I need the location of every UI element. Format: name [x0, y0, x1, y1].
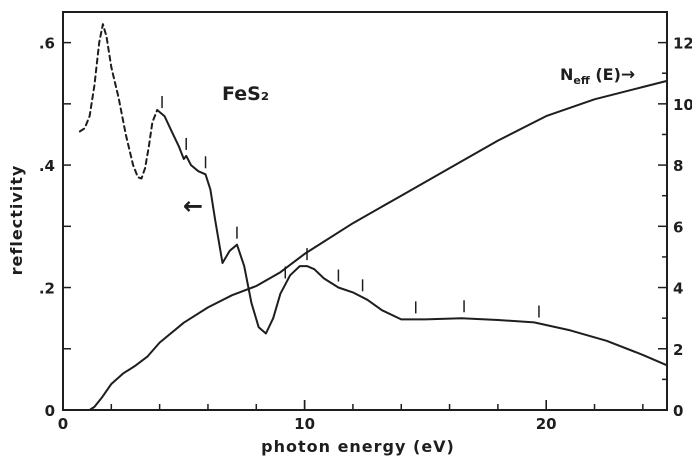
- y2-tick-label: 6: [673, 218, 683, 236]
- series-line-2: [156, 109, 668, 367]
- series-line-3: [88, 79, 668, 411]
- x-tick-label: 20: [536, 415, 557, 433]
- left-arrow: ←: [183, 192, 203, 220]
- y2-tick-label: 0: [673, 402, 683, 420]
- y-tick-label: .6: [39, 35, 55, 53]
- y2-tick-label: 12: [673, 35, 692, 53]
- feature-tick-marks: [161, 96, 540, 318]
- compound-label: FeS₂: [222, 83, 269, 105]
- plot-frame: [62, 11, 668, 411]
- x-tick-label: 0: [58, 415, 68, 433]
- neff-label: Neff (E)→: [560, 65, 635, 87]
- y-tick-label: .2: [39, 280, 55, 298]
- y2-tick-label: 10: [673, 96, 692, 114]
- y2-tick-label: 2: [673, 341, 683, 359]
- plot-border: [62, 11, 668, 411]
- neff-label-sub: eff: [573, 74, 589, 87]
- x-axis-ticks: 0 10 20: [58, 400, 644, 433]
- x-tick-label: 10: [294, 415, 315, 433]
- neff-label-rest: (E): [590, 65, 621, 84]
- y-tick-label: 0: [45, 402, 55, 420]
- neff-label-n: N: [560, 65, 573, 84]
- x-axis-title: photon energy (eV): [261, 437, 455, 456]
- y2-axis-ticks: 0 2 4 6 8 10 12: [658, 35, 692, 420]
- series-line-1: [78, 23, 159, 180]
- y2-tick-label: 4: [673, 280, 683, 298]
- y-axis-title: reflectivity: [7, 165, 26, 276]
- y-axis-ticks: 0 .2 .4 .6: [39, 35, 71, 420]
- y2-tick-label: 8: [673, 157, 683, 175]
- series-lines: [78, 23, 668, 411]
- right-arrow: →: [621, 65, 635, 85]
- svg-text:Neff (E)→: Neff (E)→: [560, 65, 635, 87]
- y-tick-label: .4: [39, 157, 55, 175]
